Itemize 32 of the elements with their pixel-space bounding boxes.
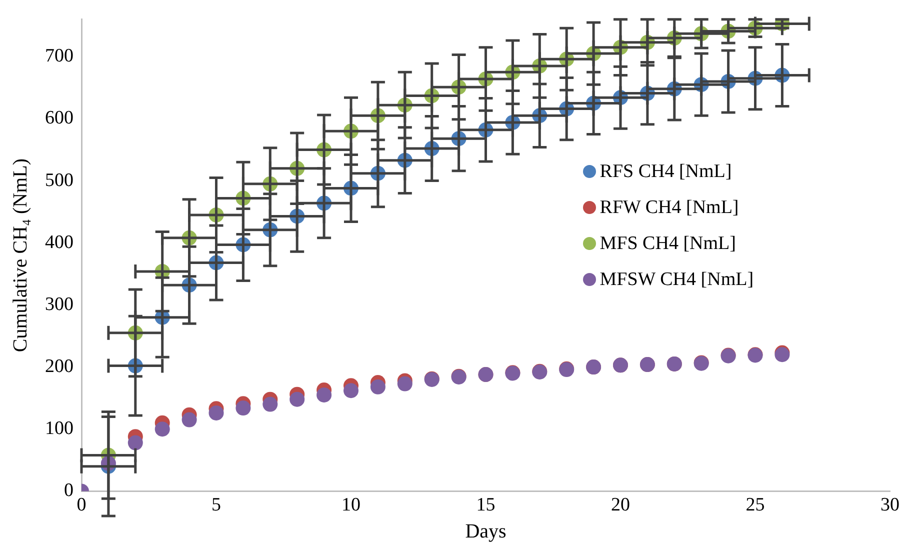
x-axis-title: Days xyxy=(465,520,507,542)
point xyxy=(370,379,386,394)
point xyxy=(290,392,305,407)
point xyxy=(236,400,251,416)
point xyxy=(397,376,412,392)
y-tick-label: 0 xyxy=(64,480,74,502)
x-tick-label: 20 xyxy=(611,494,630,516)
legend-label: MFSW CH4 [NmL] xyxy=(600,268,754,291)
point xyxy=(128,435,143,450)
x-tick-label: 15 xyxy=(476,494,496,516)
x-tick-label: 25 xyxy=(746,494,765,516)
y-tick-label: 600 xyxy=(45,108,74,129)
y-tick-label: 400 xyxy=(45,232,74,253)
point xyxy=(344,383,358,398)
point xyxy=(262,396,278,412)
y-tick-label: 300 xyxy=(45,294,74,315)
point xyxy=(154,422,170,437)
y-tick-label: 500 xyxy=(45,170,74,191)
legend-label: RFW CH4 [NmL] xyxy=(600,196,739,219)
y-tick-label: 100 xyxy=(45,418,74,440)
point xyxy=(182,412,197,428)
point xyxy=(208,405,224,420)
y-axis-title: Cumulative CH₄ (NmL) xyxy=(9,158,32,352)
legend-label: RFS CH4 [NmL] xyxy=(600,160,732,183)
x-tick-label: 0 xyxy=(76,494,86,516)
legend-label: MFS CH4 [NmL] xyxy=(600,232,736,255)
point xyxy=(316,387,332,402)
x-tick-label: 30 xyxy=(880,494,900,516)
x-tick-label: 10 xyxy=(342,494,360,516)
y-tick-label: 700 xyxy=(45,46,74,67)
x-tick-label: 5 xyxy=(212,494,221,516)
y-tick-label: 200 xyxy=(45,356,74,378)
